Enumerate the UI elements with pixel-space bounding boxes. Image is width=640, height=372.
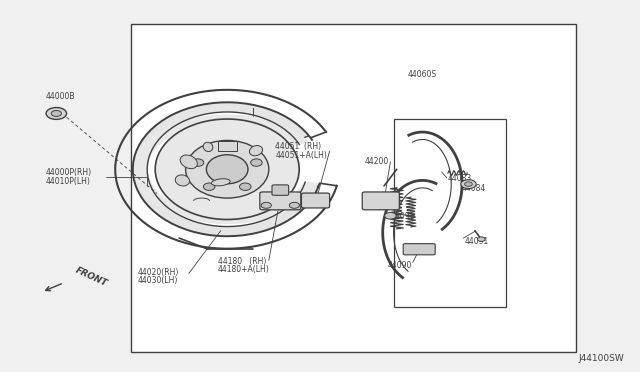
Ellipse shape [155, 119, 300, 219]
Ellipse shape [221, 144, 233, 151]
Ellipse shape [186, 141, 269, 198]
Text: 44200: 44200 [365, 157, 389, 166]
FancyBboxPatch shape [260, 192, 301, 210]
Text: 44020(RH): 44020(RH) [138, 268, 179, 277]
Text: 44090: 44090 [388, 262, 412, 270]
Wedge shape [133, 115, 318, 224]
Ellipse shape [239, 183, 251, 190]
Ellipse shape [211, 179, 230, 186]
Text: 44083: 44083 [448, 174, 472, 183]
Text: 44000P(RH): 44000P(RH) [46, 169, 92, 177]
Circle shape [289, 202, 300, 208]
Circle shape [51, 110, 61, 116]
Circle shape [461, 180, 476, 189]
Text: 44180+A(LH): 44180+A(LH) [218, 265, 269, 274]
Bar [131, 24, 576, 352]
Text: J44100SW: J44100SW [579, 354, 624, 363]
FancyBboxPatch shape [272, 185, 289, 195]
Ellipse shape [180, 155, 197, 169]
Text: 44010P(LH): 44010P(LH) [46, 177, 91, 186]
Ellipse shape [251, 159, 262, 166]
Bar [218, 141, 237, 151]
FancyBboxPatch shape [362, 192, 399, 210]
Text: FRONT: FRONT [74, 266, 108, 288]
Ellipse shape [206, 155, 248, 184]
Circle shape [477, 237, 485, 241]
Text: 44084: 44084 [462, 185, 486, 193]
Circle shape [261, 202, 271, 208]
Circle shape [385, 212, 396, 219]
Ellipse shape [203, 142, 213, 151]
Text: 44060S: 44060S [408, 70, 437, 79]
Ellipse shape [192, 159, 204, 166]
Text: 44180   (RH): 44180 (RH) [218, 257, 266, 266]
Text: 44051  (RH): 44051 (RH) [275, 142, 321, 151]
Text: 44051+A(LH): 44051+A(LH) [275, 151, 327, 160]
Circle shape [46, 108, 67, 119]
FancyBboxPatch shape [301, 193, 330, 208]
Text: 44091: 44091 [390, 212, 415, 221]
Text: 44000B: 44000B [46, 92, 76, 101]
Text: 44091: 44091 [465, 237, 489, 246]
FancyBboxPatch shape [403, 244, 435, 255]
Ellipse shape [250, 145, 262, 156]
Polygon shape [133, 102, 318, 236]
Circle shape [465, 182, 472, 186]
Ellipse shape [204, 183, 215, 190]
Ellipse shape [175, 175, 189, 186]
Bar [394, 119, 506, 307]
Text: 44030(LH): 44030(LH) [138, 276, 178, 285]
